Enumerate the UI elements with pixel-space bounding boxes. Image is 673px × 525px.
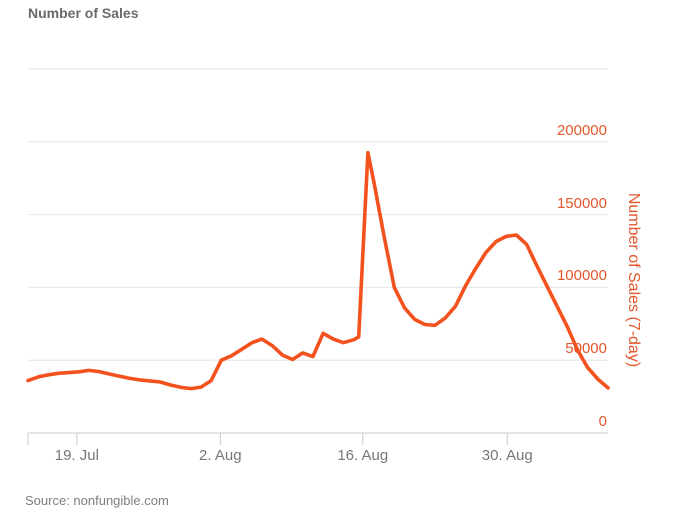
y-axis-tick-label-200000: 200000 <box>556 121 607 139</box>
y-axis-tick-label-150000: 150000 <box>556 194 607 212</box>
x-axis-tick-label-19-jul: 19. Jul <box>54 447 99 464</box>
source-credit: Source: nonfungible.com <box>25 493 169 508</box>
x-axis-tick-label-2-aug: 2. Aug <box>199 447 242 464</box>
chart-title: Number of Sales <box>28 5 139 21</box>
x-axis-tick-label-30-aug: 30. Aug <box>481 447 533 464</box>
x-axis-tick-label-16-aug: 16. Aug <box>337 447 389 464</box>
y-axis-tick-label-0: 0 <box>598 413 607 430</box>
y-axis-title: Number of Sales (7-day) <box>625 192 642 368</box>
y-axis-tick-label-50000: 50000 <box>565 340 607 358</box>
sales-line-series[interactable] <box>26 150 610 391</box>
y-axis-tick-label-100000: 100000 <box>556 267 607 285</box>
